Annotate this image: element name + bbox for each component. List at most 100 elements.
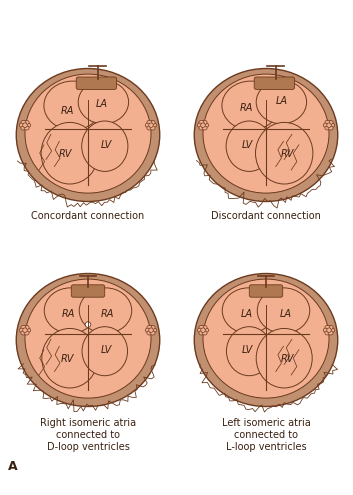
Ellipse shape [150,325,155,330]
Ellipse shape [256,329,312,388]
FancyBboxPatch shape [254,77,295,90]
Ellipse shape [204,123,209,127]
Ellipse shape [256,122,313,184]
Ellipse shape [150,120,155,124]
Ellipse shape [197,328,202,332]
Ellipse shape [150,126,155,130]
Circle shape [201,123,205,128]
Ellipse shape [199,120,204,124]
Text: LA: LA [96,99,108,109]
Text: RV: RV [60,354,74,364]
Text: Left isomeric atria
connected to
L-loop ventricles: Left isomeric atria connected to L-loop … [222,418,310,451]
Ellipse shape [41,122,98,184]
Ellipse shape [25,279,151,398]
Ellipse shape [19,123,24,127]
Text: RA: RA [62,309,75,319]
Ellipse shape [323,123,328,127]
Text: RV: RV [280,354,294,364]
Ellipse shape [194,68,338,201]
Ellipse shape [202,331,207,335]
Text: RA: RA [60,106,74,116]
Ellipse shape [328,331,333,335]
Ellipse shape [82,121,128,171]
Text: RV: RV [59,149,72,159]
Text: LA: LA [240,309,252,319]
Circle shape [201,328,205,333]
Circle shape [149,123,153,128]
Ellipse shape [330,328,335,332]
Text: LV: LV [242,345,253,355]
Text: LV: LV [101,345,112,355]
Ellipse shape [147,331,152,335]
Ellipse shape [78,80,128,124]
Text: LA: LA [275,97,287,106]
Ellipse shape [325,126,330,130]
FancyBboxPatch shape [76,77,116,90]
Ellipse shape [145,328,150,332]
Ellipse shape [147,120,152,124]
Ellipse shape [203,279,329,398]
Ellipse shape [199,126,204,130]
Ellipse shape [325,325,330,330]
Ellipse shape [257,288,310,333]
Ellipse shape [147,325,152,330]
Ellipse shape [44,288,97,333]
Ellipse shape [323,328,328,332]
Ellipse shape [202,120,207,124]
Ellipse shape [16,68,160,201]
Text: A: A [8,460,18,473]
Ellipse shape [26,123,31,127]
Ellipse shape [24,331,29,335]
Ellipse shape [227,327,272,376]
Ellipse shape [24,120,29,124]
Ellipse shape [79,288,132,333]
Ellipse shape [328,120,333,124]
Text: Concordant connection: Concordant connection [31,210,145,221]
Ellipse shape [21,325,26,330]
Ellipse shape [24,325,29,330]
Text: RV: RV [280,149,294,159]
Ellipse shape [202,126,207,130]
Text: LA: LA [280,309,292,319]
Ellipse shape [82,327,127,376]
Ellipse shape [256,80,307,124]
Ellipse shape [325,331,330,335]
Ellipse shape [150,331,155,335]
Text: LV: LV [242,140,253,150]
Ellipse shape [16,274,160,406]
Ellipse shape [44,81,101,130]
Ellipse shape [202,325,207,330]
Text: Discordant connection: Discordant connection [211,210,321,221]
Ellipse shape [199,331,204,335]
Text: Right isomeric atria
connected to
D-loop ventricles: Right isomeric atria connected to D-loop… [40,418,136,451]
Ellipse shape [152,123,157,127]
Ellipse shape [21,331,26,335]
Circle shape [327,123,331,128]
Text: RA: RA [240,103,253,113]
Ellipse shape [194,274,338,406]
Circle shape [85,322,91,327]
Ellipse shape [152,328,157,332]
Text: RA: RA [101,309,114,319]
Ellipse shape [197,123,202,127]
Text: LV: LV [101,140,112,150]
Ellipse shape [203,74,329,193]
Ellipse shape [330,123,335,127]
Ellipse shape [199,325,204,330]
Ellipse shape [21,126,26,130]
FancyBboxPatch shape [71,285,105,297]
Ellipse shape [21,120,26,124]
Ellipse shape [328,325,333,330]
Ellipse shape [25,74,151,193]
Ellipse shape [226,121,272,171]
Circle shape [23,123,27,128]
Ellipse shape [325,120,330,124]
Ellipse shape [24,126,29,130]
Circle shape [149,328,153,333]
Ellipse shape [42,329,98,388]
Ellipse shape [204,328,209,332]
Circle shape [23,328,27,333]
Ellipse shape [222,288,275,333]
Ellipse shape [328,126,333,130]
Ellipse shape [26,328,31,332]
